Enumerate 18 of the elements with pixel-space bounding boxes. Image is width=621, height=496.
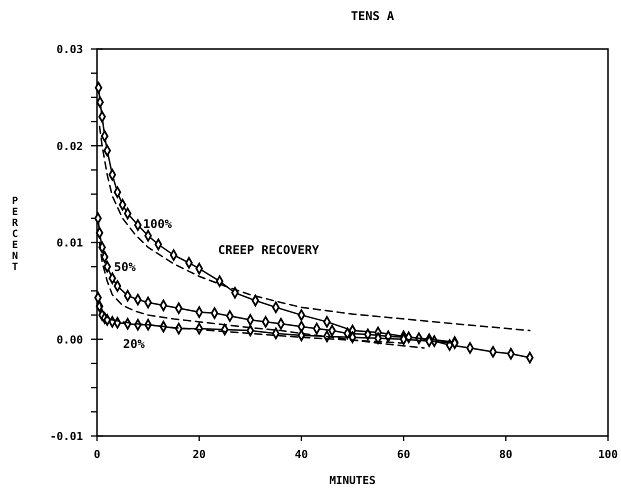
annotation: CREEP RECOVERY (218, 243, 320, 257)
y-tick-label: 0.03 (56, 43, 83, 56)
x-tick-label: 20 (192, 448, 206, 461)
annotation: 50% (114, 260, 136, 274)
x-tick-label: 40 (294, 448, 308, 461)
y-axis-title: PERCENT (12, 196, 19, 273)
annotation: 20% (123, 337, 146, 351)
x-tick-label: 80 (499, 448, 512, 461)
y-tick-label: 0.00 (56, 333, 83, 346)
x-tick-label: 60 (396, 448, 410, 461)
x-tick-label: 100 (598, 448, 618, 461)
annotation: 100% (143, 217, 173, 231)
chart-title: TENS A (350, 9, 395, 23)
x-tick-label: 0 (94, 448, 100, 461)
y-tick-label: 0.02 (56, 140, 83, 153)
x-axis-title: MINUTES (329, 474, 376, 487)
y-tick-label: 0.01 (56, 236, 84, 250)
y-tick-label: -0.01 (50, 430, 84, 443)
